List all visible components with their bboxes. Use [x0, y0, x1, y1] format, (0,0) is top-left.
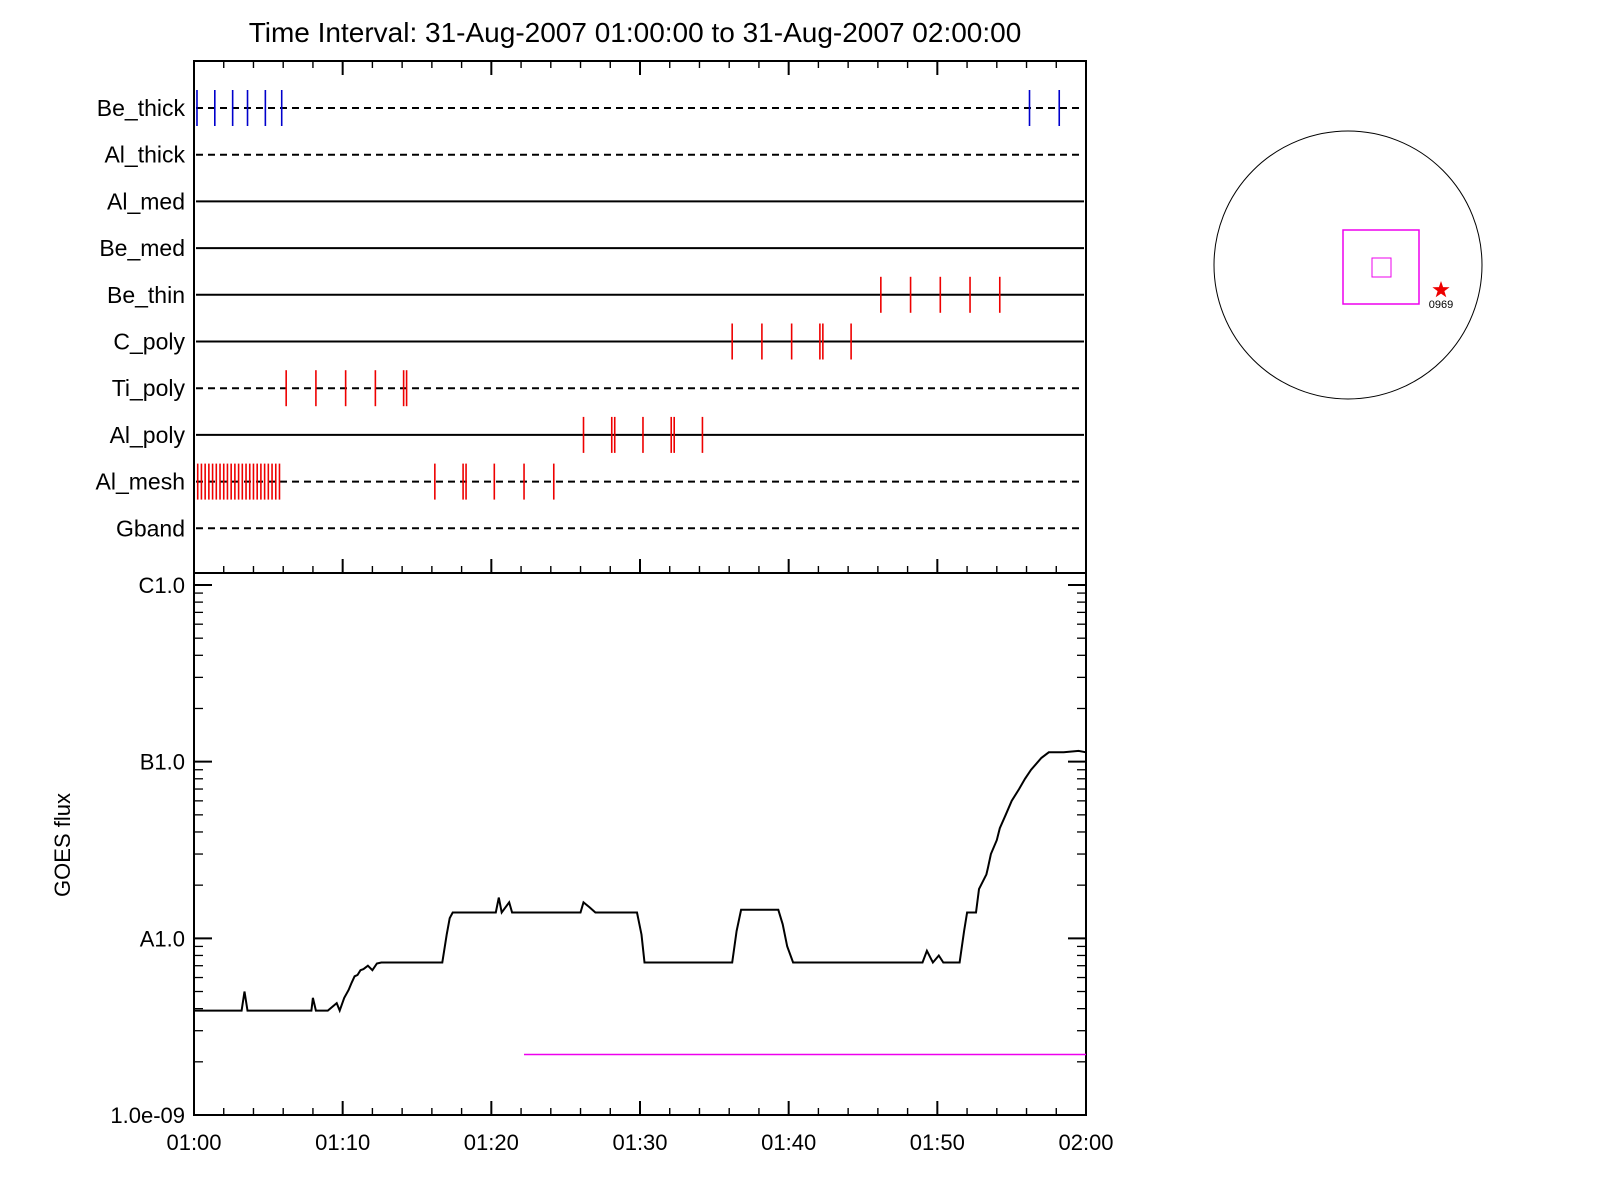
goes-flux-panel: C1.0 B1.0 A1.0 1.0e-09 01:00 01:10 01:20 01:30… — [50, 572, 1114, 1155]
y-tick-label: C1.0 — [139, 573, 185, 598]
channel-label: Be_thin — [107, 282, 185, 308]
solar-disk-map: 0969 — [1213, 130, 1483, 400]
channel-label: Be_med — [99, 235, 185, 261]
y-tick-label: 1.0e-09 — [110, 1103, 185, 1128]
active-region-star-icon — [1432, 281, 1450, 298]
channel-gband: Gband — [116, 515, 1084, 541]
channel-label: Gband — [116, 515, 185, 541]
x-tick-label: 02:00 — [1058, 1130, 1113, 1155]
channel-label: Ti_poly — [112, 375, 186, 401]
goes-x-ticks: 01:00 01:10 01:20 01:30 01:40 01:50 02:00 — [166, 1101, 1114, 1155]
channel-label: Al_med — [107, 188, 185, 214]
channel-label: Al_poly — [110, 422, 186, 448]
channel-al-mesh: Al_mesh — [96, 463, 1084, 500]
goes-flux-line — [194, 749, 1087, 1014]
channel-label: Al_thick — [104, 142, 185, 168]
x-tick-label: 01:50 — [910, 1130, 965, 1155]
timeline-x-ticks — [193, 61, 1087, 573]
channel-be-thick: Be_thick — [97, 90, 1084, 126]
channel-al-med: Al_med — [107, 188, 1084, 214]
goes-y-ticks: C1.0 B1.0 A1.0 1.0e-09 — [110, 573, 1086, 1128]
channel-label: C_poly — [113, 329, 185, 355]
y-tick-label: A1.0 — [140, 926, 185, 951]
event-timeline-panel: Be_thick Al_thick Al_med Be_med Be_thin C_pol… — [96, 60, 1087, 574]
y-tick-label: B1.0 — [140, 750, 185, 775]
x-tick-label: 01:30 — [612, 1130, 667, 1155]
channel-be-thin: Be_thin — [107, 276, 1084, 313]
channel-be-med: Be_med — [99, 235, 1084, 261]
channel-label: Be_thick — [97, 95, 186, 121]
timeline-channels: Be_thick Al_thick Al_med Be_med Be_thin C_pol… — [96, 90, 1084, 541]
goes-series — [194, 749, 1087, 1056]
x-tick-label: 01:20 — [464, 1130, 519, 1155]
solar-disk — [1213, 130, 1483, 400]
active-region-label: 0969 — [1429, 299, 1453, 311]
x-tick-label: 01:40 — [761, 1130, 816, 1155]
timeline-frame — [193, 60, 1087, 574]
chart-title: Time Interval: 31-Aug-2007 01:00:00 to 3… — [249, 17, 1022, 48]
channel-label: Al_mesh — [96, 469, 185, 495]
x-tick-label: 01:10 — [315, 1130, 370, 1155]
goes-frame — [193, 572, 1087, 1116]
field-of-view-box — [1342, 229, 1420, 305]
goes-y-axis-label: GOES flux — [50, 793, 75, 897]
x-tick-label: 01:00 — [166, 1130, 221, 1155]
channel-c-poly: C_poly — [113, 323, 1084, 360]
channel-ti-poly: Ti_poly — [112, 370, 1084, 407]
channel-al-thick: Al_thick — [104, 142, 1084, 168]
channel-al-poly: Al_poly — [110, 416, 1084, 453]
inner-fov-box — [1371, 257, 1392, 278]
